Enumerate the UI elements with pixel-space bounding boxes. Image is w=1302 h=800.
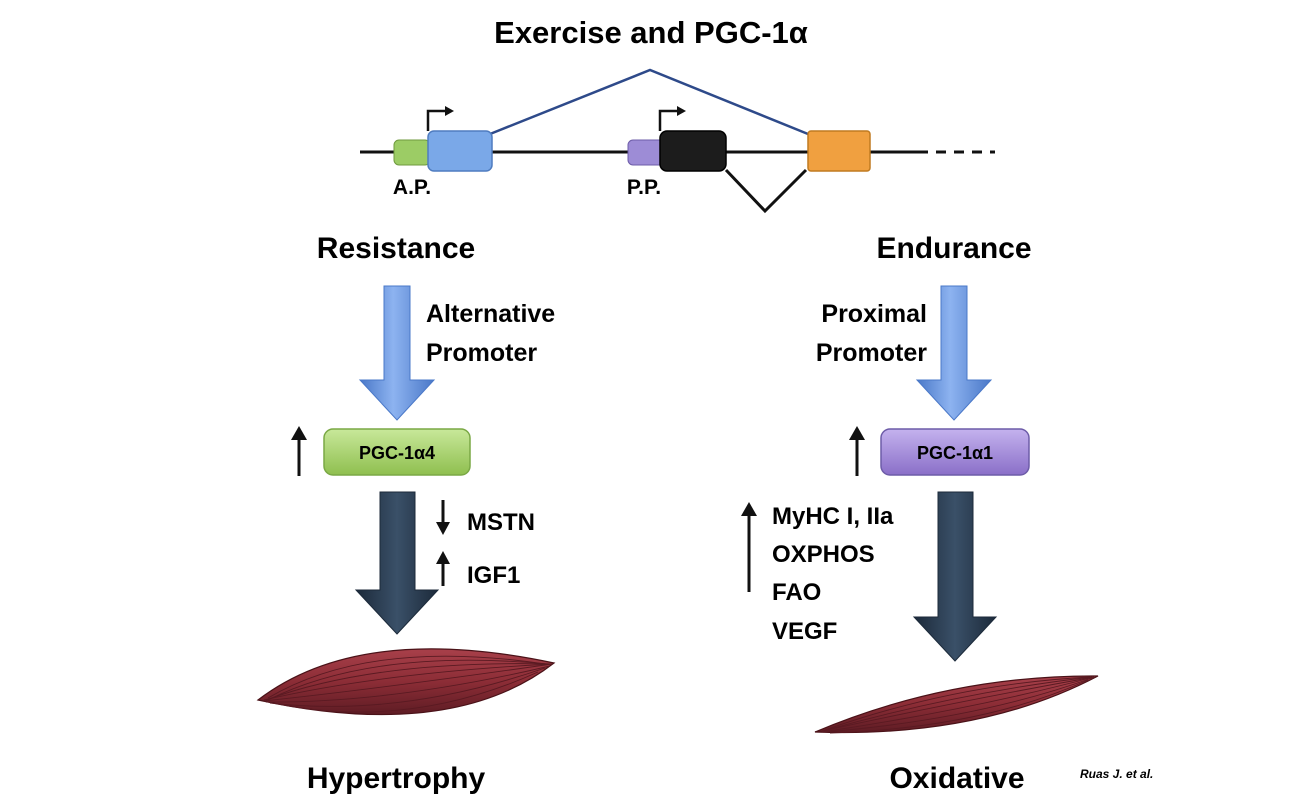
gene-structure: A.P. P.P. [360,68,995,214]
igf1-up-arrowhead-icon [436,551,450,564]
resistance-heading: Resistance [317,232,475,265]
exon-blue [427,130,493,172]
alt-tss-arrowhead-icon [445,106,454,116]
pgc1a4-box [323,428,471,476]
oxphos-label: OXPHOS [772,541,875,568]
pgc1a1-up-arrowhead-icon [849,426,865,440]
splice-line-alternative [489,68,809,136]
endurance-heading: Endurance [876,232,1031,265]
prox-tss-arrowhead-icon [677,106,686,116]
exon-orange [807,130,871,172]
resistance-promoter-line2: Promoter [426,339,537,367]
oxidative-label: Oxidative [889,762,1024,795]
pgc1a1-box [880,428,1030,476]
endurance-promoter-line1: Proximal [821,300,927,328]
resistance-branch: Resistance Alternative Promoter PGC-1α4 … [256,232,556,795]
resistance-outcome-arrow [354,491,440,635]
vegf-label: VEGF [772,618,837,645]
hypertrophy-muscle-image [256,648,556,716]
endurance-promoter-line2: Promoter [816,339,927,367]
oxidative-genes-up-arrowhead-icon [741,502,757,516]
pgc1a4-up-arrowhead-icon [291,426,307,440]
prox-promoter-short-label: P.P. [627,176,661,199]
alt-exon-green [393,139,431,166]
resistance-promoter-line1: Alternative [426,300,555,328]
endurance-promoter-arrow [915,285,993,421]
prox-exon-purple [627,139,665,166]
myhc-label: MyHC I, IIa [772,503,894,530]
oxidative-muscle-image [814,675,1099,734]
alt-tss-arrow-icon [426,109,445,131]
exon-black [659,130,727,172]
citation: Ruas J. et al. [1080,767,1153,781]
alt-promoter-short-label: A.P. [393,176,431,199]
endurance-branch: Endurance Proximal Promoter PGC-1α1 MyHC… [741,232,1099,795]
pgc1a1-label: PGC-1α1 [917,443,993,463]
hypertrophy-label: Hypertrophy [307,762,486,795]
diagram-title: Exercise and PGC-1α [494,15,808,50]
splice-line-proximal [724,168,808,214]
mstn-down-arrowhead-icon [436,522,450,535]
mstn-label: MSTN [467,509,535,536]
endurance-outcome-arrow [912,491,998,662]
pgc1a4-label: PGC-1α4 [359,443,435,463]
igf1-label: IGF1 [467,562,520,589]
fao-label: FAO [772,579,821,606]
prox-tss-arrow-icon [658,109,677,131]
resistance-promoter-arrow [358,285,436,421]
